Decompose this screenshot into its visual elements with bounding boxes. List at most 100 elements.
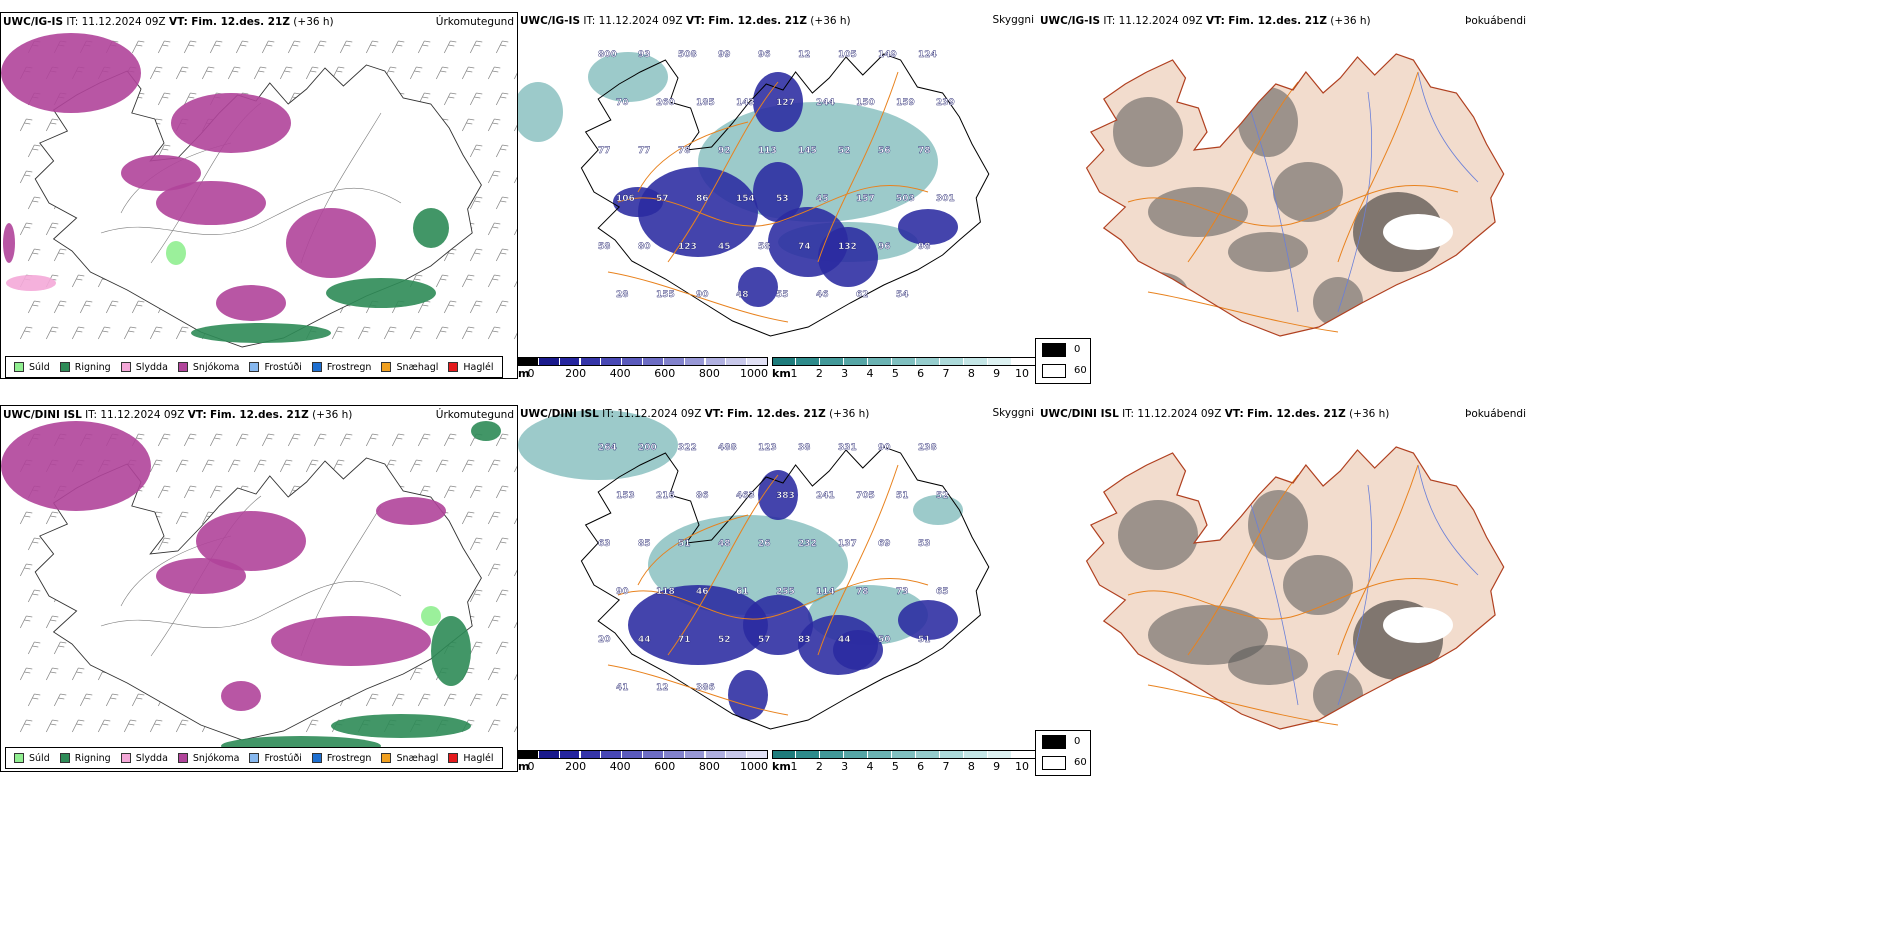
fog-low-label: 60 bbox=[1074, 365, 1087, 376]
cloud-area bbox=[588, 52, 668, 102]
colorbar-tick: 400 bbox=[609, 367, 631, 380]
colorbar-segment bbox=[643, 750, 664, 759]
precip-area bbox=[471, 421, 501, 441]
fog-area bbox=[1148, 187, 1248, 237]
fog-area bbox=[1118, 500, 1198, 570]
fog-high-label: 0 bbox=[1074, 344, 1081, 355]
cloud-area bbox=[743, 595, 813, 655]
colorbar-frame bbox=[772, 750, 1036, 759]
cloud-base-label: 56 bbox=[878, 146, 891, 156]
cloud-base-label: 58 bbox=[758, 242, 771, 252]
fog-high-label: 0 bbox=[1074, 736, 1081, 747]
colorbar-segment bbox=[684, 750, 706, 759]
colorbar-segment bbox=[643, 357, 664, 366]
cloud-base-label: 63 bbox=[598, 539, 611, 549]
cloud-base-label: 96 bbox=[758, 50, 771, 60]
legend-label: Frostregn bbox=[326, 752, 372, 764]
cloud-base-label: 96 bbox=[878, 242, 891, 252]
precip-type-panel-bottom: UWC/DINI ISL IT: 11.12.2024 09Z VT: Fim.… bbox=[0, 405, 518, 772]
cloud-base-label: 90 bbox=[696, 290, 709, 300]
colorbar-segment bbox=[580, 357, 602, 366]
cloud-title: Skyggni bbox=[992, 407, 1035, 419]
legend-swatch bbox=[381, 753, 392, 763]
fog-map bbox=[1085, 446, 1505, 730]
precip-type-legend: Súld Rigning Slydda Snjókoma Frostúði Frostre… bbox=[5, 747, 503, 769]
colorbar-segment bbox=[684, 357, 706, 366]
road-network bbox=[1127, 71, 1459, 333]
precip-area bbox=[1, 421, 151, 511]
precip-area bbox=[331, 714, 471, 738]
cloud-base-label: 239 bbox=[936, 98, 955, 108]
colorbar-frame bbox=[772, 357, 1036, 366]
legend-swatch bbox=[177, 753, 188, 763]
colorbar-tick: 1000 bbox=[740, 760, 768, 773]
cloud-base-label: 154 bbox=[736, 194, 755, 204]
cloud-base-label: 62 bbox=[856, 290, 869, 300]
cloud-base-label: 503 bbox=[896, 194, 915, 204]
precip-area bbox=[171, 93, 291, 153]
cloud-base-label: 57 bbox=[656, 194, 669, 204]
colorbar-tick: 7 bbox=[942, 367, 950, 380]
cloud-base-label: 85 bbox=[638, 539, 651, 549]
cloud-base-label: 53 bbox=[918, 539, 931, 549]
precip-area bbox=[326, 278, 436, 308]
colorbar-tick: 8 bbox=[967, 367, 975, 380]
cloud-base-panel-top: UWC/IG-IS IT: 11.12.2024 09Z VT: Fim. 12… bbox=[518, 12, 1038, 382]
cloud-base-label: 53 bbox=[776, 194, 789, 204]
cloud-base-label: 69 bbox=[878, 539, 891, 549]
cloud-base-label: 127 bbox=[776, 98, 795, 108]
fog-high-swatch bbox=[1042, 735, 1066, 749]
colorbar-tick: 3 bbox=[841, 760, 849, 773]
precip-area bbox=[413, 208, 449, 248]
colorbar-tick: 9 bbox=[993, 367, 1001, 380]
cloud-base-label: 216 bbox=[656, 491, 675, 501]
legend-swatch bbox=[249, 753, 260, 763]
legend-item: Súld bbox=[14, 362, 50, 373]
cloud-base-label: 51 bbox=[678, 539, 691, 549]
cloud-base-label: 508 bbox=[678, 50, 697, 60]
fog-title: Þokuábendi bbox=[1465, 408, 1526, 420]
cloud-base-label: 12 bbox=[798, 50, 811, 60]
colorbar-tick: 8 bbox=[967, 760, 975, 773]
cloud-base-label: 301 bbox=[936, 194, 955, 204]
precip-type-map bbox=[1, 33, 517, 348]
cloud-base-label: 200 bbox=[638, 443, 657, 453]
legend-item: Slydda bbox=[120, 362, 168, 373]
colorbar-tick: 3 bbox=[841, 367, 849, 380]
colorbar-segment bbox=[820, 357, 844, 366]
cloud-base-label: 48 bbox=[718, 539, 731, 549]
colorbar-segment bbox=[559, 357, 581, 366]
glacier bbox=[1383, 214, 1453, 250]
cloud-base-label: 52 bbox=[838, 146, 851, 156]
fog-area bbox=[1113, 97, 1183, 167]
colorbar-tick: 0 bbox=[527, 760, 535, 773]
cloud-base-label: 52 bbox=[718, 635, 731, 645]
legend-label: Súld bbox=[29, 752, 50, 764]
colorbar-segment bbox=[622, 357, 643, 366]
cloud-base-label: 78 bbox=[856, 587, 869, 597]
cloud-base-label: 118 bbox=[656, 587, 675, 597]
fog-area bbox=[1148, 605, 1268, 665]
precip-type-title: Úrkomutegund bbox=[435, 409, 514, 421]
road-network bbox=[607, 71, 929, 323]
cloud-base-label: 92 bbox=[718, 146, 731, 156]
cloud-base-label: 123 bbox=[678, 242, 697, 252]
colorbar-segment bbox=[601, 750, 623, 759]
colorbar-segment bbox=[868, 750, 892, 759]
cloud-base-label: 150 bbox=[856, 98, 875, 108]
cloud-base-label: 232 bbox=[798, 539, 817, 549]
cloud-base-label: 58 bbox=[598, 242, 611, 252]
colorbar-segment bbox=[772, 750, 796, 759]
colorbar-segment bbox=[518, 750, 539, 759]
cloud-base-label: 143 bbox=[736, 98, 755, 108]
colorbar-segment bbox=[988, 750, 1012, 759]
colorbar-frame bbox=[518, 357, 768, 366]
cloud-base-panel-bottom: UWC/DINI ISL IT: 11.12.2024 09Z VT: Fim.… bbox=[518, 405, 1038, 775]
road-network bbox=[100, 102, 402, 264]
colorbar-segment bbox=[726, 357, 748, 366]
fog-panel-bottom: UWC/DINI ISL IT: 11.12.2024 09Z VT: Fim.… bbox=[1038, 405, 1528, 775]
precip-area bbox=[431, 616, 471, 686]
precip-area bbox=[1, 33, 141, 113]
legend-item: Súld bbox=[14, 753, 50, 764]
legend-swatch bbox=[59, 753, 70, 763]
